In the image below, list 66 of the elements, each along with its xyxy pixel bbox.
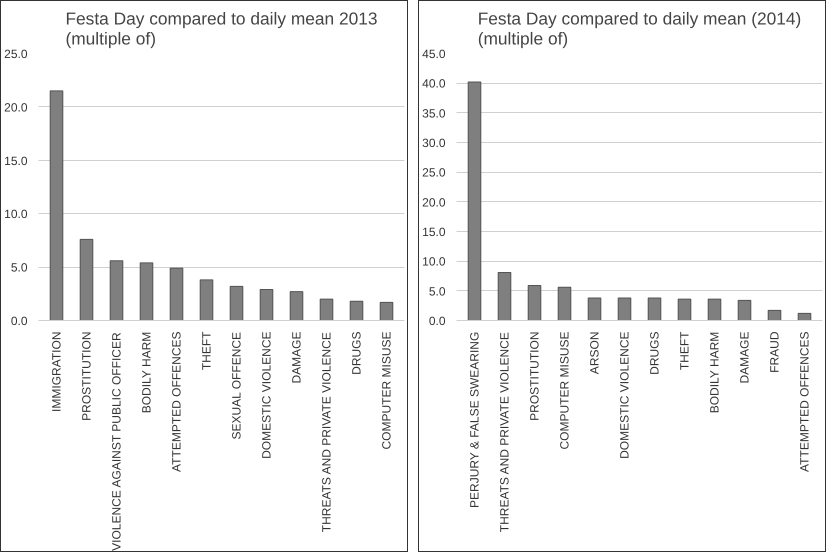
y-tick-label: 20.0 [4, 100, 28, 114]
y-tick-label: 0.0 [428, 314, 446, 328]
x-tick-label: ATTEMPTED OFFENCES [170, 331, 184, 472]
y-tick-label: 5.0 [428, 284, 446, 298]
x-tick-label: DRUGS [648, 331, 662, 375]
bar [110, 260, 124, 320]
bar [170, 268, 184, 320]
x-tick-label: PROSTITUTION [80, 331, 94, 421]
bar [320, 298, 334, 320]
y-tick-label: 40.0 [422, 76, 446, 91]
x-tick-label: DOMESTIC VIOLENCE [618, 331, 632, 459]
bar [618, 297, 632, 320]
y-tick-label: 10.0 [422, 254, 446, 269]
x-tick-label: IMMIGRATION [50, 332, 64, 412]
x-tick-label: THEFT [200, 330, 214, 370]
x-tick-label: FRAUD [768, 331, 782, 373]
y-tick-label: 5.0 [10, 260, 28, 275]
bar [380, 302, 394, 320]
bar [140, 262, 154, 320]
y-tick-label: 30.0 [422, 136, 446, 150]
y-tick-label: 35.0 [422, 106, 446, 120]
y-tick-label: 25.0 [4, 47, 28, 61]
y-tick-label: 10.0 [4, 207, 28, 222]
bar [50, 90, 64, 320]
bar [768, 310, 782, 320]
x-tick-label: SEXUAL OFFENCE [230, 332, 244, 440]
x-tick-label: ARSON [588, 331, 602, 374]
bar [200, 279, 214, 320]
x-tick-label: THREATS AND PRIVATE VIOLENCE [320, 332, 334, 532]
y-tick-label: 45.0 [422, 47, 446, 61]
x-tick-label: COMPUTER MISUSE [558, 331, 572, 450]
bar [708, 298, 722, 320]
x-tick-label: PROSTITUTION [528, 331, 542, 421]
x-tick-label: DOMESTIC VIOLENCE [260, 331, 274, 459]
chart-title: Festa Day compared to daily mean 2013 (multiple of) [65, 8, 378, 48]
chart-title: Festa Day compared to daily mean (2014) (multiple of) [478, 8, 802, 48]
bar [678, 298, 692, 320]
y-tick-label: 15.0 [4, 154, 28, 168]
x-tick-label: THREATS AND PRIVATE VIOLENCE [498, 332, 512, 532]
bar [260, 289, 274, 320]
x-tick-label: VIOLENCE AGAINST PUBLIC OFFICER [110, 332, 124, 551]
y-tick-label: 20.0 [422, 195, 446, 210]
x-tick-label: BODILY HARM [708, 332, 722, 414]
bar [350, 300, 364, 320]
x-tick-label: COMPUTER MISUSE [380, 331, 394, 450]
bar [290, 291, 304, 320]
x-tick-label: PERJURY & FALSE SWEARING [468, 332, 482, 508]
x-tick-label: DAMAGE [738, 331, 752, 384]
bar [528, 284, 542, 320]
bar [648, 297, 662, 320]
bar [468, 81, 482, 320]
bar [230, 286, 244, 320]
y-tick-label: 25.0 [422, 166, 446, 180]
y-tick-label: 15.0 [422, 225, 446, 239]
bar [498, 272, 512, 320]
bar [80, 238, 94, 320]
x-tick-label: ATTEMPTED OFFENCES [798, 331, 812, 472]
bar [738, 300, 752, 320]
bar [558, 286, 572, 320]
y-tick-label: 0.0 [10, 314, 28, 328]
x-tick-label: BODILY HARM [140, 332, 154, 414]
x-tick-label: THEFT [678, 330, 692, 370]
x-tick-label: DRUGS [350, 331, 364, 375]
bar [588, 297, 602, 320]
bar [798, 312, 812, 320]
x-tick-label: DAMAGE [290, 331, 304, 384]
